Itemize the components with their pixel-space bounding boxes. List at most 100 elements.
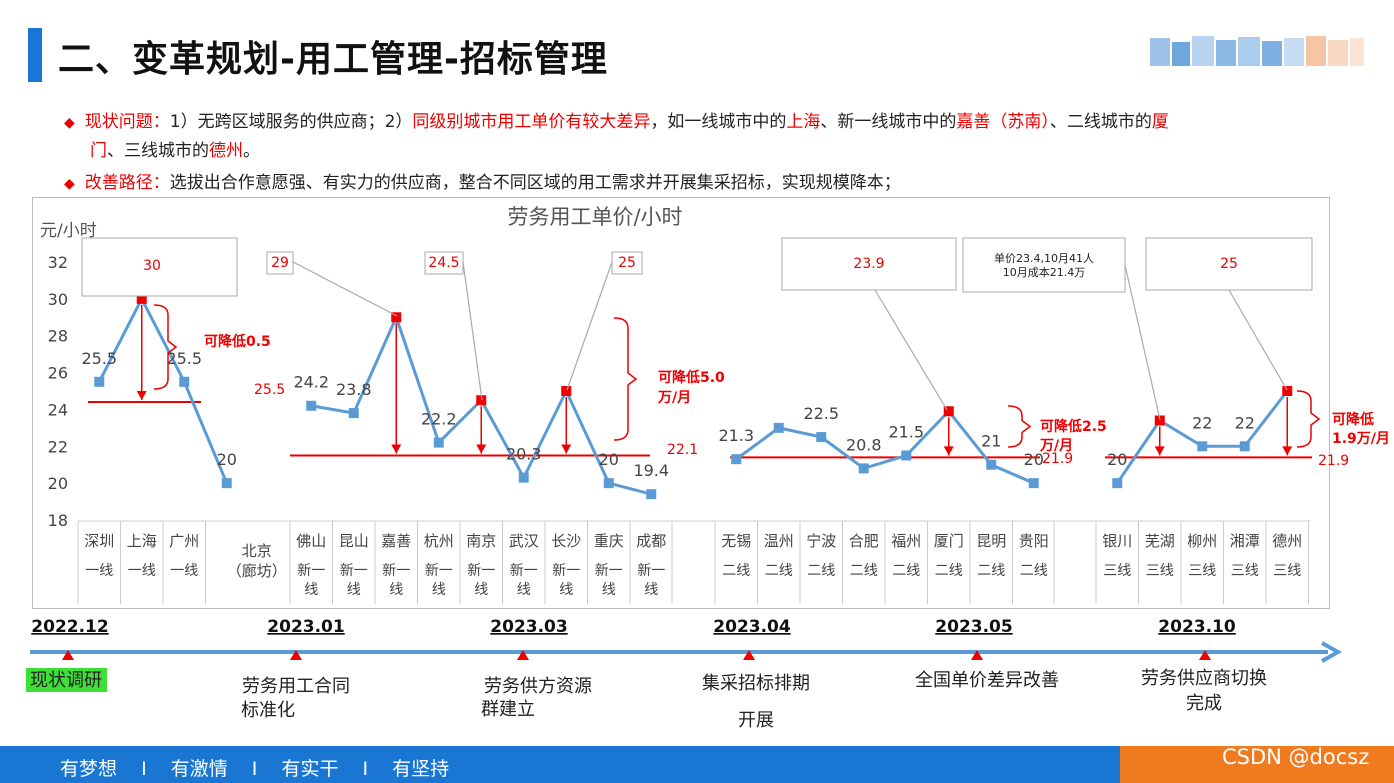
category-tier: 三线 [1188,563,1216,579]
callout-box [266,251,294,275]
callout-leader [874,289,948,411]
timeline-arrow-icon [1321,641,1343,663]
arrowhead-icon [561,444,572,454]
milestone-marker-icon [290,650,302,660]
y-tick-label: 22 [48,437,68,456]
data-point-佛山 [306,400,317,411]
data-label: 19.4 [633,461,669,480]
data-label: 20.8 [846,435,882,454]
data-label: 22.2 [421,410,457,429]
category-tier: 新一 [467,563,495,579]
data-label: 25.5 [81,349,117,368]
data-point-深圳 [94,376,105,387]
slogan-4: 有坚持 [392,758,450,780]
category-city: 银川 [1102,532,1132,550]
data-point-南京 [476,395,487,406]
data-point-无锡 [731,454,742,465]
timeline-event: 劳务用工合同 [242,676,350,697]
data-label: 22 [1235,413,1255,432]
footer-bar [0,746,1120,783]
category-tier-sub: 线 [474,582,488,598]
data-point-柳州 [1197,441,1208,452]
reduction-brace [1296,390,1321,448]
y-axis-label: 元/小时 [40,221,97,241]
reduction-brace [153,304,178,390]
callout-text: 单价23.4,10月41人 [994,252,1094,265]
category-city: 深圳 [84,532,114,550]
category-city: 无锡 [721,532,751,550]
timeline-date: 2023.01 [267,617,344,637]
reduction-text: 万/月 [1039,438,1073,454]
category-tier: 二线 [935,563,963,579]
bullet-current-issues: ◆ 现状问题：1）无跨区域服务的供应商；2）同级别城市用工单价有较大差异，如一线城… [64,112,1169,132]
timeline-event: 现状调研 [30,670,102,691]
category-city: 广州 [169,532,199,550]
reduction-text: 可降低0.5 [204,333,271,350]
category-city: 昆明 [976,532,1006,550]
timeline-event: 集采招标排期 [702,673,810,694]
category-city: 武汉 [509,532,539,550]
callout-box [1145,237,1313,291]
milestone-marker-icon [517,650,529,660]
category-tier-sub: 线 [517,582,531,598]
data-point-贵阳 [1028,478,1039,489]
data-point-德州 [1282,386,1293,396]
y-tick-label: 24 [48,400,68,419]
reduction-brace [613,317,638,441]
category-city: 南京 [466,532,496,550]
data-label: 20 [599,450,619,469]
bullet-current-issues-cont: 门、三线城市的德州。 [90,141,260,161]
page-title: 二、变革规划-用工管理-招标管理 [58,39,608,80]
data-point-武汉 [518,472,529,483]
category-tier-sub: 线 [559,582,573,598]
category-city: 佛山 [296,532,326,550]
reduction-text: 万/月 [657,390,691,406]
data-label: 22 [1192,413,1212,432]
callout-box [962,237,1126,293]
average-label: 21.9 [1318,453,1349,469]
category-tier: 新一 [425,563,453,579]
category-city: 长沙 [551,532,581,550]
timeline-date: 2023.04 [713,617,791,637]
data-point-昆山 [348,408,359,419]
category-tier: 新一 [510,563,538,579]
y-tick-label: 32 [48,253,68,272]
average-label: 21.9 [1042,451,1073,467]
data-point-温州 [773,422,784,433]
timeline-date: 2023.10 [1158,617,1236,637]
arrowhead-icon [1282,446,1293,456]
category-tier: 新一 [595,563,623,579]
y-tick-label: 30 [48,290,68,309]
category-city: 温州 [764,532,794,550]
data-label: 20.3 [506,445,542,464]
y-tick-label: 20 [48,474,68,493]
category-tier: 新一 [340,563,368,579]
category-city: 芜湖 [1145,532,1175,550]
category-city: 湘潭 [1230,532,1260,550]
callout-text: 10月成本21.4万 [1003,265,1086,279]
timeline-event: 劳务供方资源 [484,676,592,697]
category-tier: 三线 [1231,563,1259,579]
reduction-text: 1.9万/月 [1332,431,1390,447]
category-tier: 三线 [1146,563,1174,579]
callout-text: 29 [271,255,289,271]
data-label: 20 [217,450,237,469]
category-tier: 新一 [382,563,410,579]
callout-box [81,237,238,297]
reduction-text: 可降低 [1332,411,1374,428]
data-point-厦门 [943,406,954,417]
data-point-昆明 [986,459,997,470]
timeline-event: 群建立 [481,699,535,720]
average-label: 22.1 [667,442,698,458]
category-tier-sub: 线 [347,582,361,598]
category-tier: 二线 [807,563,835,579]
data-point-湘潭 [1239,441,1250,452]
data-point-杭州 [433,437,444,448]
category-tier: 二线 [977,563,1005,579]
callout-text: 30 [143,258,161,274]
callout-text: 25 [618,255,636,271]
watermark: CSDN @docsz [1222,745,1370,769]
category-tier: 一线 [170,563,198,579]
chart-frame [32,197,1330,609]
